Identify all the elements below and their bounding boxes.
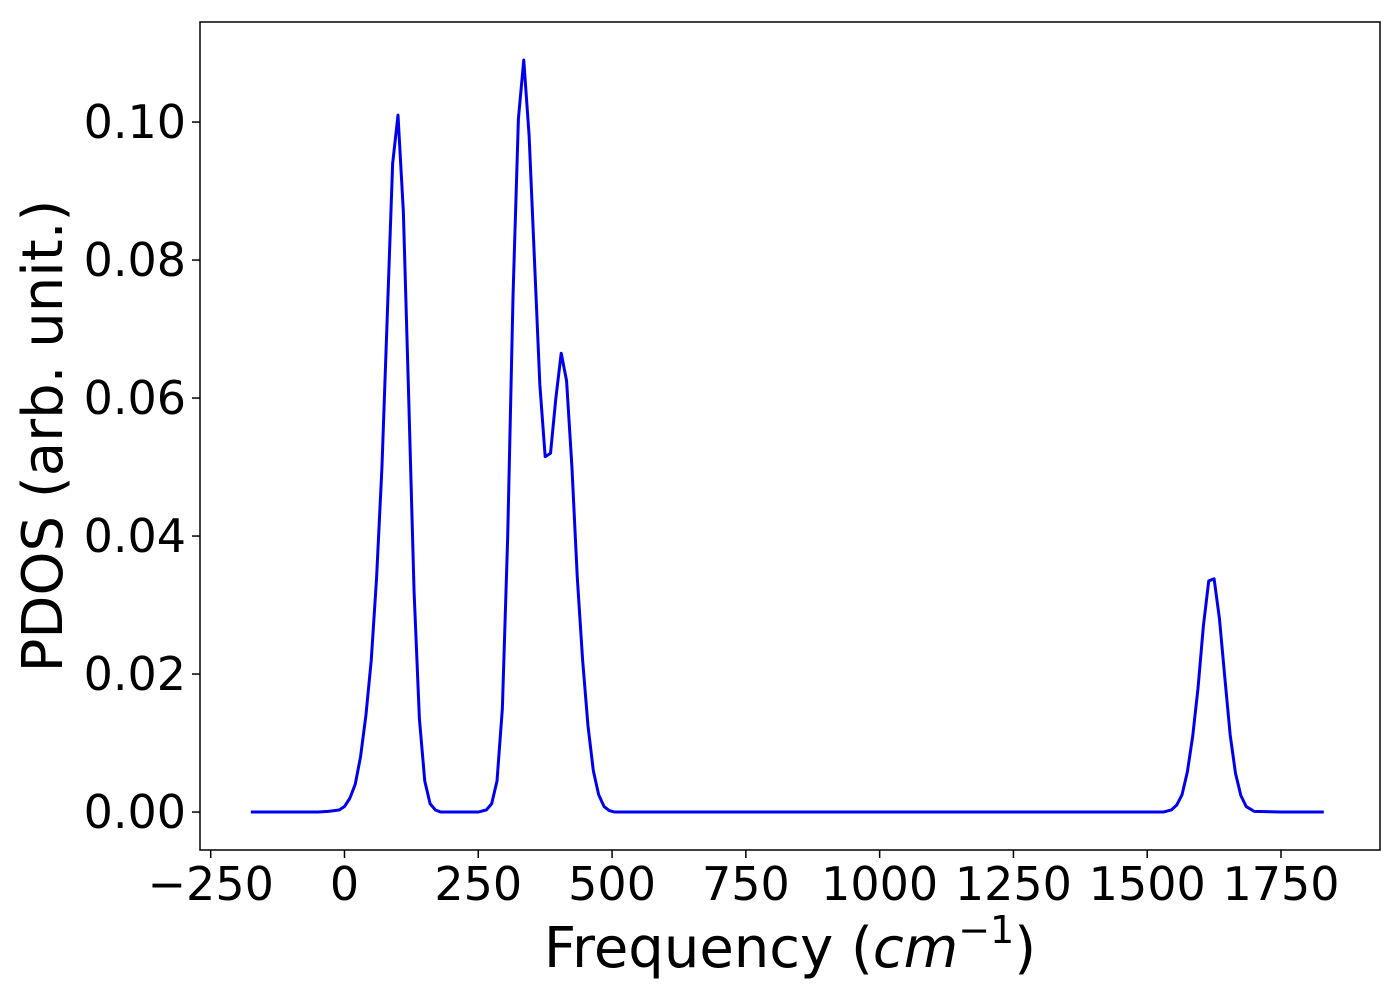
y-tick-label: 0.10 <box>84 95 186 149</box>
y-axis-title: PDOS (arb. unit.) <box>11 200 76 673</box>
x-axis-title-main: Frequency ( <box>544 916 873 981</box>
x-axis-title-exponent: −1 <box>958 908 1014 952</box>
y-tick-label: 0.06 <box>84 371 186 425</box>
y-tick-label: 0.08 <box>84 233 186 287</box>
plot-area <box>200 22 1380 850</box>
x-axis-title: Frequency (cm−1) <box>544 908 1036 981</box>
x-tick-label: 500 <box>568 857 656 911</box>
x-tick-label: −250 <box>148 857 274 911</box>
x-tick-label: 750 <box>702 857 790 911</box>
x-axis-ticks: −250 0 250 500 750 1000 1250 1500 1750 <box>148 850 1340 911</box>
x-tick-label: 1500 <box>1089 857 1206 911</box>
y-tick-label: 0.02 <box>84 647 186 701</box>
y-tick-label: 0.04 <box>84 509 186 563</box>
series-layer <box>250 58 1324 814</box>
y-axis-ticks: 0.00 0.02 0.04 0.06 0.08 0.10 <box>84 95 200 839</box>
x-axis-title-close: ) <box>1014 916 1036 981</box>
pdos-series-line-0 <box>250 58 1324 814</box>
y-tick-label: 0.00 <box>84 785 186 839</box>
x-tick-label: 1250 <box>955 857 1072 911</box>
x-tick-label: 1000 <box>821 857 938 911</box>
plot-frame <box>199 21 1381 851</box>
x-tick-label: 1750 <box>1222 857 1339 911</box>
x-axis-title-unit: cm <box>873 916 958 981</box>
x-tick-label: 0 <box>330 857 359 911</box>
x-tick-label: 250 <box>434 857 522 911</box>
